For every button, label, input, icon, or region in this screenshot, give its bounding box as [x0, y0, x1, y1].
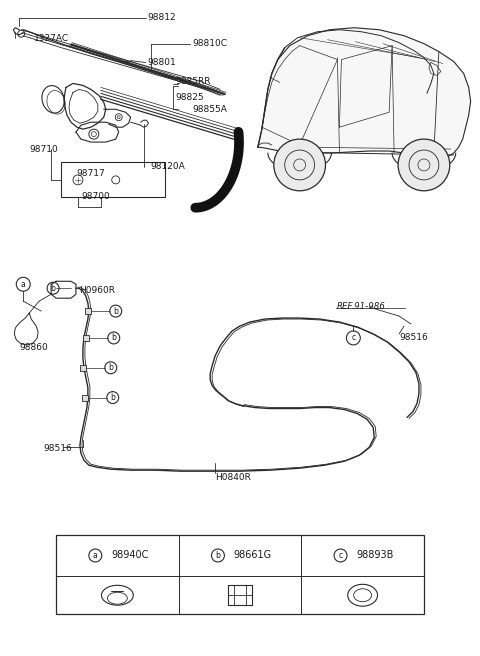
Text: 1327AC: 1327AC	[34, 34, 69, 43]
Text: 98516: 98516	[399, 333, 428, 342]
Polygon shape	[258, 28, 471, 159]
Text: 98812: 98812	[147, 13, 176, 22]
Text: 98855A: 98855A	[192, 105, 227, 113]
Text: 98120A: 98120A	[151, 163, 185, 171]
Text: a: a	[21, 279, 25, 289]
Bar	[228, 585, 252, 605]
Text: b: b	[108, 363, 113, 372]
Text: H0960R: H0960R	[79, 286, 115, 295]
Text: 98516: 98516	[43, 444, 72, 453]
Text: 98825: 98825	[175, 93, 204, 102]
Circle shape	[398, 139, 450, 191]
Text: 98700: 98700	[81, 192, 109, 201]
Text: 98717: 98717	[76, 169, 105, 178]
Text: b: b	[110, 393, 115, 402]
Text: b: b	[51, 284, 56, 293]
Text: b: b	[113, 306, 118, 316]
Text: a: a	[93, 551, 98, 560]
Text: 9885RR: 9885RR	[175, 77, 211, 86]
Text: b: b	[111, 333, 116, 342]
Bar	[80, 365, 86, 371]
Text: c: c	[351, 333, 355, 342]
Text: 98801: 98801	[147, 58, 176, 67]
Text: c: c	[338, 551, 343, 560]
Bar	[61, 162, 166, 197]
Text: b: b	[216, 551, 220, 560]
Bar	[83, 335, 89, 341]
Text: 98860: 98860	[19, 343, 48, 352]
Text: REF.91-986: REF.91-986	[336, 302, 385, 311]
Circle shape	[274, 139, 325, 191]
Text: H0840R: H0840R	[215, 472, 251, 482]
Text: 98940C: 98940C	[111, 550, 149, 560]
Text: 98661G: 98661G	[234, 550, 272, 560]
Bar	[56, 535, 424, 614]
Text: 98893B: 98893B	[357, 550, 394, 560]
Bar	[85, 308, 91, 314]
Text: 98710: 98710	[29, 144, 58, 154]
Text: 98810C: 98810C	[192, 39, 227, 48]
Bar	[82, 395, 88, 401]
